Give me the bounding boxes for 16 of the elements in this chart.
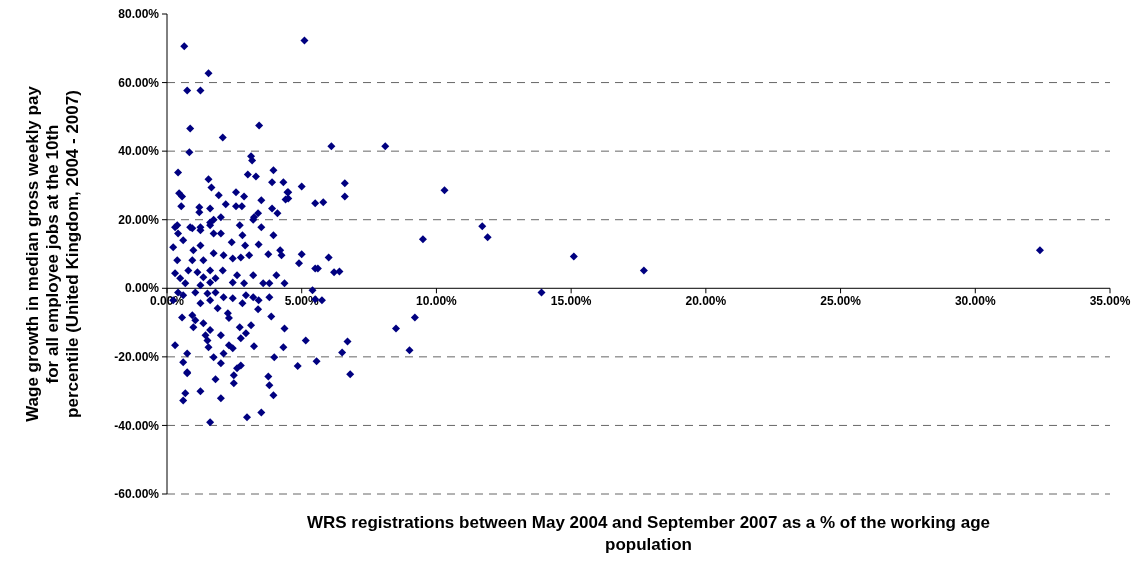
x-tick-label: 10.00% <box>416 294 458 309</box>
y-axis-title: Wage growth in median gross weekly pay for all employee jobs at the 10th percentile (United Kingdom, 2004 - 2007) <box>22 85 83 422</box>
y-tick-label: -20.00% <box>114 350 160 365</box>
y-tick-label: 80.00% <box>118 7 160 22</box>
y-tick-label: 60.00% <box>118 75 160 90</box>
y-tick-label: 0.00% <box>124 281 160 296</box>
x-axis-title: WRS registrations between May 2004 and September 2007 as a % of the working age population <box>306 513 991 555</box>
y-tick-label: 20.00% <box>118 212 160 227</box>
y-tick-label: -60.00% <box>114 487 160 502</box>
y-tick-label: 40.00% <box>118 144 160 159</box>
x-tick-label: 15.00% <box>550 294 592 309</box>
x-tick-label: 20.00% <box>685 294 727 309</box>
x-tick-label: 30.00% <box>954 294 996 309</box>
y-tick-label: -40.00% <box>114 418 160 433</box>
x-tick-label: 35.00% <box>1089 294 1131 309</box>
x-tick-label: 25.00% <box>820 294 862 309</box>
